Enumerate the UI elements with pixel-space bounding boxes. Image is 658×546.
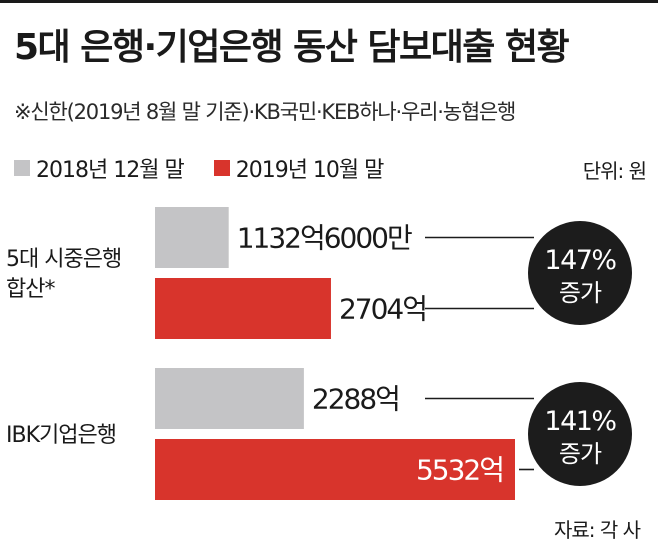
- value-label-ibk-2019: 5532억: [416, 454, 503, 487]
- growth-label-big5: 증가: [559, 279, 602, 307]
- value-label-ibk-2018: 2288억: [312, 383, 399, 416]
- category-label-big5-line2: 합산*: [6, 277, 55, 302]
- chart-title: 5대 은행·기업은행 동산 담보대출 현황: [14, 27, 570, 68]
- chart-subtitle: ※신한(2019년 8월 말 기준)·KB국민·KEB하나·우리·농협은행: [14, 100, 516, 124]
- legend-label-2018: 2018년 12월 말: [36, 158, 185, 183]
- growth-percent-big5: 147%: [544, 245, 616, 276]
- legend: 2018년 12월 말 2019년 10월 말: [14, 153, 413, 183]
- bar-ibk-2018: [155, 368, 304, 429]
- bar-big5-2019: [155, 278, 331, 339]
- source-note: 자료: 각 사: [553, 518, 641, 542]
- unit-label: 단위: 원: [582, 159, 647, 183]
- legend-item-2019: 2019년 10월 말: [213, 152, 385, 184]
- legend-swatch-2018: [14, 160, 30, 176]
- value-label-big5-2018: 1132억6000만: [237, 222, 412, 255]
- category-label-ibk: IBK기업은행: [6, 423, 116, 448]
- growth-badge-ibk: [528, 382, 632, 486]
- legend-swatch-2019: [213, 160, 230, 176]
- growth-badge-big5: [528, 221, 632, 325]
- growth-label-ibk: 증가: [559, 440, 602, 468]
- legend-label-2019: 2019년 10월 말: [235, 158, 385, 183]
- bar-big5-2018: [155, 207, 229, 268]
- bar-ibk-2019: [155, 439, 515, 500]
- growth-percent-ibk: 141%: [544, 406, 616, 437]
- top-rule: [0, 0, 658, 3]
- legend-item-2018: 2018년 12월 말: [14, 152, 185, 184]
- category-label-big5-line1: 5대 시중은행: [6, 247, 121, 272]
- value-label-big5-2019: 2704억: [339, 293, 426, 326]
